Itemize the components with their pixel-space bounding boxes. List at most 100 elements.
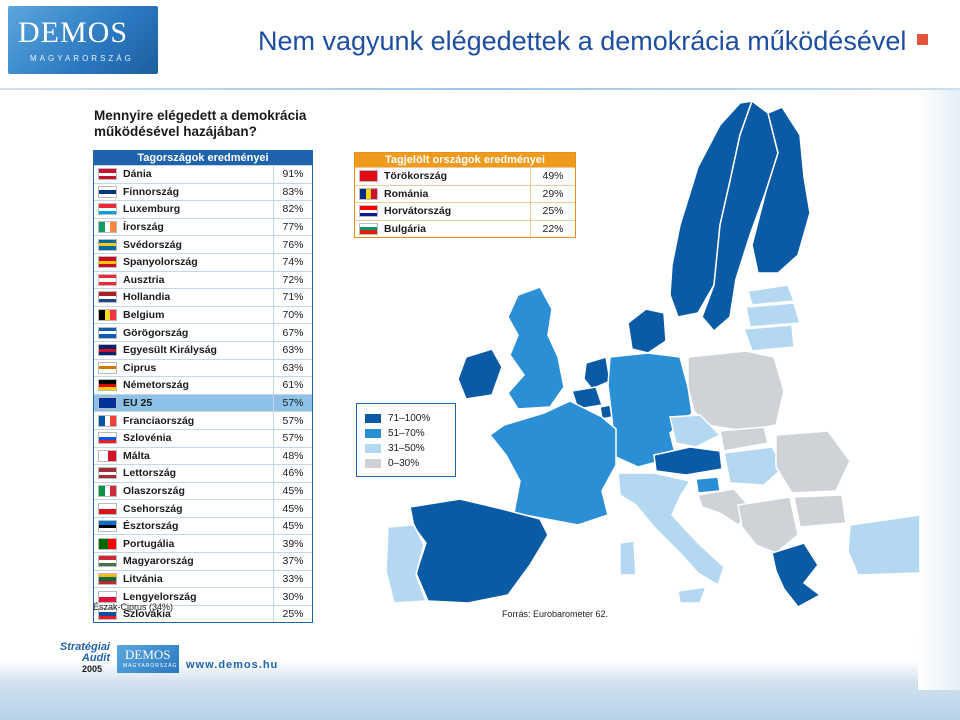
country-name: Spanyolország bbox=[123, 256, 198, 269]
table-row: Németország 61% bbox=[94, 376, 312, 394]
table-note: Észak-Ciprus (34%) bbox=[93, 602, 174, 612]
table-row: Lengyelország 30% bbox=[94, 587, 312, 605]
country-value: 76% bbox=[273, 236, 312, 253]
map-region-denmark bbox=[627, 308, 667, 354]
country-value: 74% bbox=[273, 253, 312, 271]
source-note: Forrás: Eurobarometer 62. bbox=[502, 609, 609, 619]
country-name: Málta bbox=[123, 449, 150, 462]
map-region-uk bbox=[507, 286, 565, 410]
country-name: Törökország bbox=[384, 170, 448, 183]
footer-url-link[interactable]: www.demos.hu bbox=[186, 659, 279, 671]
legend-item: 71–100% bbox=[365, 412, 430, 424]
country-name: Szlovénia bbox=[123, 432, 172, 445]
country-name: Románia bbox=[384, 187, 429, 200]
candidate-table-header: Tagjelölt országok eredményei bbox=[355, 153, 575, 167]
flag-icon bbox=[359, 222, 378, 235]
country-value: 39% bbox=[273, 535, 312, 553]
flag-icon bbox=[98, 361, 117, 374]
footer-strategiai-audit: Stratégiai Audit bbox=[52, 642, 110, 664]
country-value: 30% bbox=[273, 588, 312, 605]
table-row: EU 25 57% bbox=[94, 393, 312, 412]
table-row: Svédország 76% bbox=[94, 235, 312, 253]
country-name: Csehország bbox=[123, 502, 183, 515]
flag-icon bbox=[98, 185, 117, 198]
country-name: Hollandia bbox=[123, 291, 171, 304]
table-row: Spanyolország 74% bbox=[94, 252, 312, 271]
country-name: Belgium bbox=[123, 309, 165, 322]
country-value: 83% bbox=[273, 183, 312, 201]
member-states-table: Tagországok eredményei Dánia 91% Finnorszá… bbox=[93, 150, 313, 624]
map-region-czech bbox=[669, 414, 722, 448]
map-region-bulgaria bbox=[793, 494, 847, 528]
map-region-portugal bbox=[385, 524, 428, 604]
country-value: 57% bbox=[273, 412, 312, 429]
map-region-sardinia bbox=[619, 540, 637, 576]
country-name: Dánia bbox=[123, 168, 152, 181]
table-row: Írország 77% bbox=[94, 217, 312, 236]
flag-icon bbox=[98, 555, 117, 568]
country-value: 57% bbox=[273, 429, 312, 447]
country-value: 25% bbox=[530, 203, 575, 220]
flag-icon bbox=[98, 520, 117, 533]
country-name: Olaszország bbox=[123, 484, 185, 497]
map-region-ireland bbox=[457, 348, 503, 400]
country-name: EU 25 bbox=[123, 397, 153, 410]
map-region-netherlands bbox=[583, 356, 611, 390]
europe-map bbox=[385, 99, 920, 608]
slide-header: DEMOS MAGYARORSZÁG Nem vagyunk elégedett… bbox=[0, 0, 960, 90]
logo-subtext: MAGYARORSZÁG bbox=[30, 54, 134, 63]
country-value: 70% bbox=[273, 306, 312, 324]
country-name: Lettország bbox=[123, 467, 177, 480]
legend-swatch bbox=[365, 458, 381, 468]
flag-icon bbox=[98, 537, 117, 550]
country-value: 37% bbox=[273, 553, 312, 570]
flag-icon bbox=[98, 291, 117, 304]
table-row: Észtország 45% bbox=[94, 516, 312, 535]
country-value: 45% bbox=[273, 500, 312, 517]
map-region-belgium bbox=[571, 386, 603, 410]
map-region-turkey bbox=[847, 514, 920, 576]
map-region-italy bbox=[617, 472, 725, 587]
country-name: Észtország bbox=[123, 520, 179, 533]
table-row: Ausztria 72% bbox=[94, 270, 312, 289]
map-region-sicily bbox=[677, 586, 708, 604]
flag-icon bbox=[98, 344, 117, 357]
demos-logo: DEMOS MAGYARORSZÁG bbox=[8, 6, 158, 74]
legend-label: 71–100% bbox=[388, 412, 431, 424]
candidate-states-table: Tagjelölt országok eredményei Törökorszá… bbox=[354, 152, 576, 238]
map-region-estonia bbox=[747, 284, 796, 306]
country-name: Ciprus bbox=[123, 361, 157, 374]
footer-demos-subtext: MAGYARORSZÁG bbox=[123, 663, 178, 669]
country-name: Litvánia bbox=[123, 572, 163, 585]
table-row: Belgium 70% bbox=[94, 305, 312, 324]
flag-icon bbox=[98, 414, 117, 427]
country-name: Lengyelország bbox=[123, 590, 197, 603]
country-value: 63% bbox=[273, 341, 312, 359]
slide-title: Nem vagyunk elégedettek a demokrácia műk… bbox=[258, 26, 907, 56]
country-value: 46% bbox=[273, 465, 312, 482]
footer-audit-text: Audit bbox=[81, 652, 110, 664]
country-name: Luxemburg bbox=[123, 203, 181, 216]
footer-year: 2005 bbox=[82, 664, 103, 674]
flag-icon bbox=[359, 170, 378, 183]
country-name: Portugália bbox=[123, 537, 175, 550]
country-value: 49% bbox=[530, 168, 575, 185]
country-value: 29% bbox=[530, 185, 575, 202]
map-region-germany bbox=[607, 352, 693, 468]
table-row: Görögország 67% bbox=[94, 323, 312, 341]
legend-label: 31–50% bbox=[388, 442, 425, 454]
map-region-slovakia bbox=[719, 426, 769, 452]
flag-icon bbox=[359, 187, 378, 200]
table-row: Szlovákia 25% bbox=[94, 604, 312, 623]
table-row: Csehország 45% bbox=[94, 499, 312, 517]
country-name: Írország bbox=[123, 221, 164, 234]
map-region-greece bbox=[771, 542, 822, 608]
footer-demos-text: DEMOS bbox=[125, 647, 171, 662]
map-region-france bbox=[488, 400, 617, 526]
flag-icon bbox=[98, 608, 117, 621]
flag-icon bbox=[98, 326, 117, 339]
table-row: Málta 48% bbox=[94, 446, 312, 465]
table-row: Románia 29% bbox=[355, 184, 575, 202]
table-row: Dánia 91% bbox=[94, 165, 312, 183]
legend-label: 0–30% bbox=[388, 457, 420, 469]
